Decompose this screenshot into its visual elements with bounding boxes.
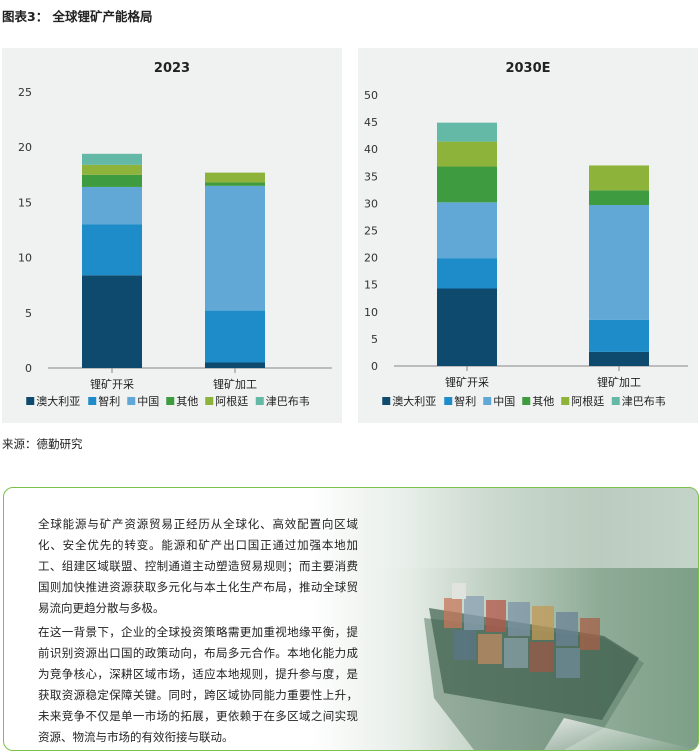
bar-segment xyxy=(205,172,265,183)
bar-segment xyxy=(437,202,497,259)
legend-swatch xyxy=(205,397,214,405)
x-tick-label: 锂矿加工 xyxy=(597,375,641,389)
bar-segment xyxy=(205,310,265,363)
legend-label: 澳大利亚 xyxy=(392,394,436,408)
chart-title: 2023 xyxy=(154,61,190,76)
legend-label: 津巴布韦 xyxy=(266,395,310,408)
x-tick-label: 锂矿开采 xyxy=(90,377,134,391)
legend-swatch xyxy=(26,397,35,405)
y-tick-label: 15 xyxy=(18,196,32,209)
paragraph-1: 全球能源与矿产资源贸易正经历从全球化、高效配置向区域化、安全优先的转变。能源和矿… xyxy=(38,517,358,615)
bar-segment xyxy=(589,351,649,366)
legend-label: 中国 xyxy=(493,395,515,408)
y-tick-label: 10 xyxy=(18,252,32,265)
bar-segment xyxy=(589,319,649,352)
sky-backdrop xyxy=(4,488,698,568)
x-tick-label: 锂矿开采 xyxy=(445,375,489,389)
bar-segment xyxy=(82,224,142,276)
y-tick-label: 5 xyxy=(371,333,378,346)
legend-swatch xyxy=(522,397,531,405)
legend-label: 智利 xyxy=(454,394,476,408)
y-tick-label: 50 xyxy=(364,89,378,102)
bar-segment xyxy=(205,362,265,368)
legend-label: 中国 xyxy=(137,395,159,408)
legend-swatch xyxy=(382,397,391,405)
y-tick-label: 0 xyxy=(371,360,378,373)
y-tick-label: 25 xyxy=(18,86,32,99)
legend-swatch xyxy=(561,397,570,405)
bar-segment xyxy=(589,205,649,320)
y-tick-label: 25 xyxy=(364,225,378,238)
bar-segment xyxy=(82,186,142,225)
bar-segment xyxy=(205,185,265,311)
bar-segment xyxy=(437,258,497,289)
legend-label: 澳大利亚 xyxy=(36,394,80,408)
bar-segment xyxy=(205,182,265,186)
bar-segment xyxy=(589,165,649,191)
bar-segment xyxy=(82,174,142,187)
legend-label: 津巴布韦 xyxy=(622,395,666,408)
legend-label: 阿根廷 xyxy=(215,394,248,408)
y-tick-label: 40 xyxy=(364,143,378,156)
legend-swatch xyxy=(166,397,175,405)
chart-panel-2030e: 2030E 0 5 10 15 20 25 30 35 40 45 50 锂矿开采 锂矿加工澳大利亚 智利 中… xyxy=(358,48,698,423)
bar-segment xyxy=(82,275,142,368)
chart-title: 2030E xyxy=(505,61,550,76)
y-tick-label: 5 xyxy=(25,307,32,320)
y-tick-label: 0 xyxy=(25,362,32,375)
legend-label: 其他 xyxy=(176,395,198,408)
legend-label: 智利 xyxy=(98,394,120,408)
legend-swatch xyxy=(483,397,492,405)
source-note: 来源：德勤研究 xyxy=(2,437,83,451)
legend-swatch xyxy=(611,397,620,405)
x-tick-label: 锂矿加工 xyxy=(213,377,257,391)
container-ship-image xyxy=(424,583,698,750)
bar-segment xyxy=(437,141,497,167)
figure-title: 图表3： 全球锂矿产能格局 xyxy=(2,9,153,24)
legend-swatch xyxy=(444,397,453,405)
legend-label: 阿根廷 xyxy=(571,394,604,408)
bar-segment xyxy=(82,153,142,165)
y-tick-label: 20 xyxy=(18,141,32,154)
paragraph-2: 在这一背景下，企业的全球投资策略需更加重视地缘平衡，提前识别资源出口国的政策动向… xyxy=(38,625,358,744)
bar-segment xyxy=(82,164,142,175)
legend-label: 其他 xyxy=(532,395,554,408)
bar-segment xyxy=(437,288,497,366)
y-tick-label: 15 xyxy=(364,279,378,292)
y-tick-label: 35 xyxy=(364,170,378,183)
y-tick-label: 45 xyxy=(364,116,378,129)
legend-swatch xyxy=(255,397,264,405)
text-box: 全球能源与矿产资源贸易正经历从全球化、高效配置向区域化、安全优先的转变。能源和矿… xyxy=(3,487,699,751)
legend-swatch xyxy=(127,397,136,405)
bar-segment xyxy=(589,190,649,206)
y-tick-label: 10 xyxy=(364,306,378,319)
chart-panel-2023: 2023 0 5 10 15 20 25 锂矿开采 锂矿加工澳大利亚 智利 中国 其他 阿根廷 津巴布韦 xyxy=(2,48,342,423)
legend-swatch xyxy=(88,397,97,405)
y-tick-label: 30 xyxy=(364,197,378,210)
y-tick-label: 20 xyxy=(364,252,378,265)
bar-segment xyxy=(437,166,497,203)
bar-segment xyxy=(437,122,497,142)
